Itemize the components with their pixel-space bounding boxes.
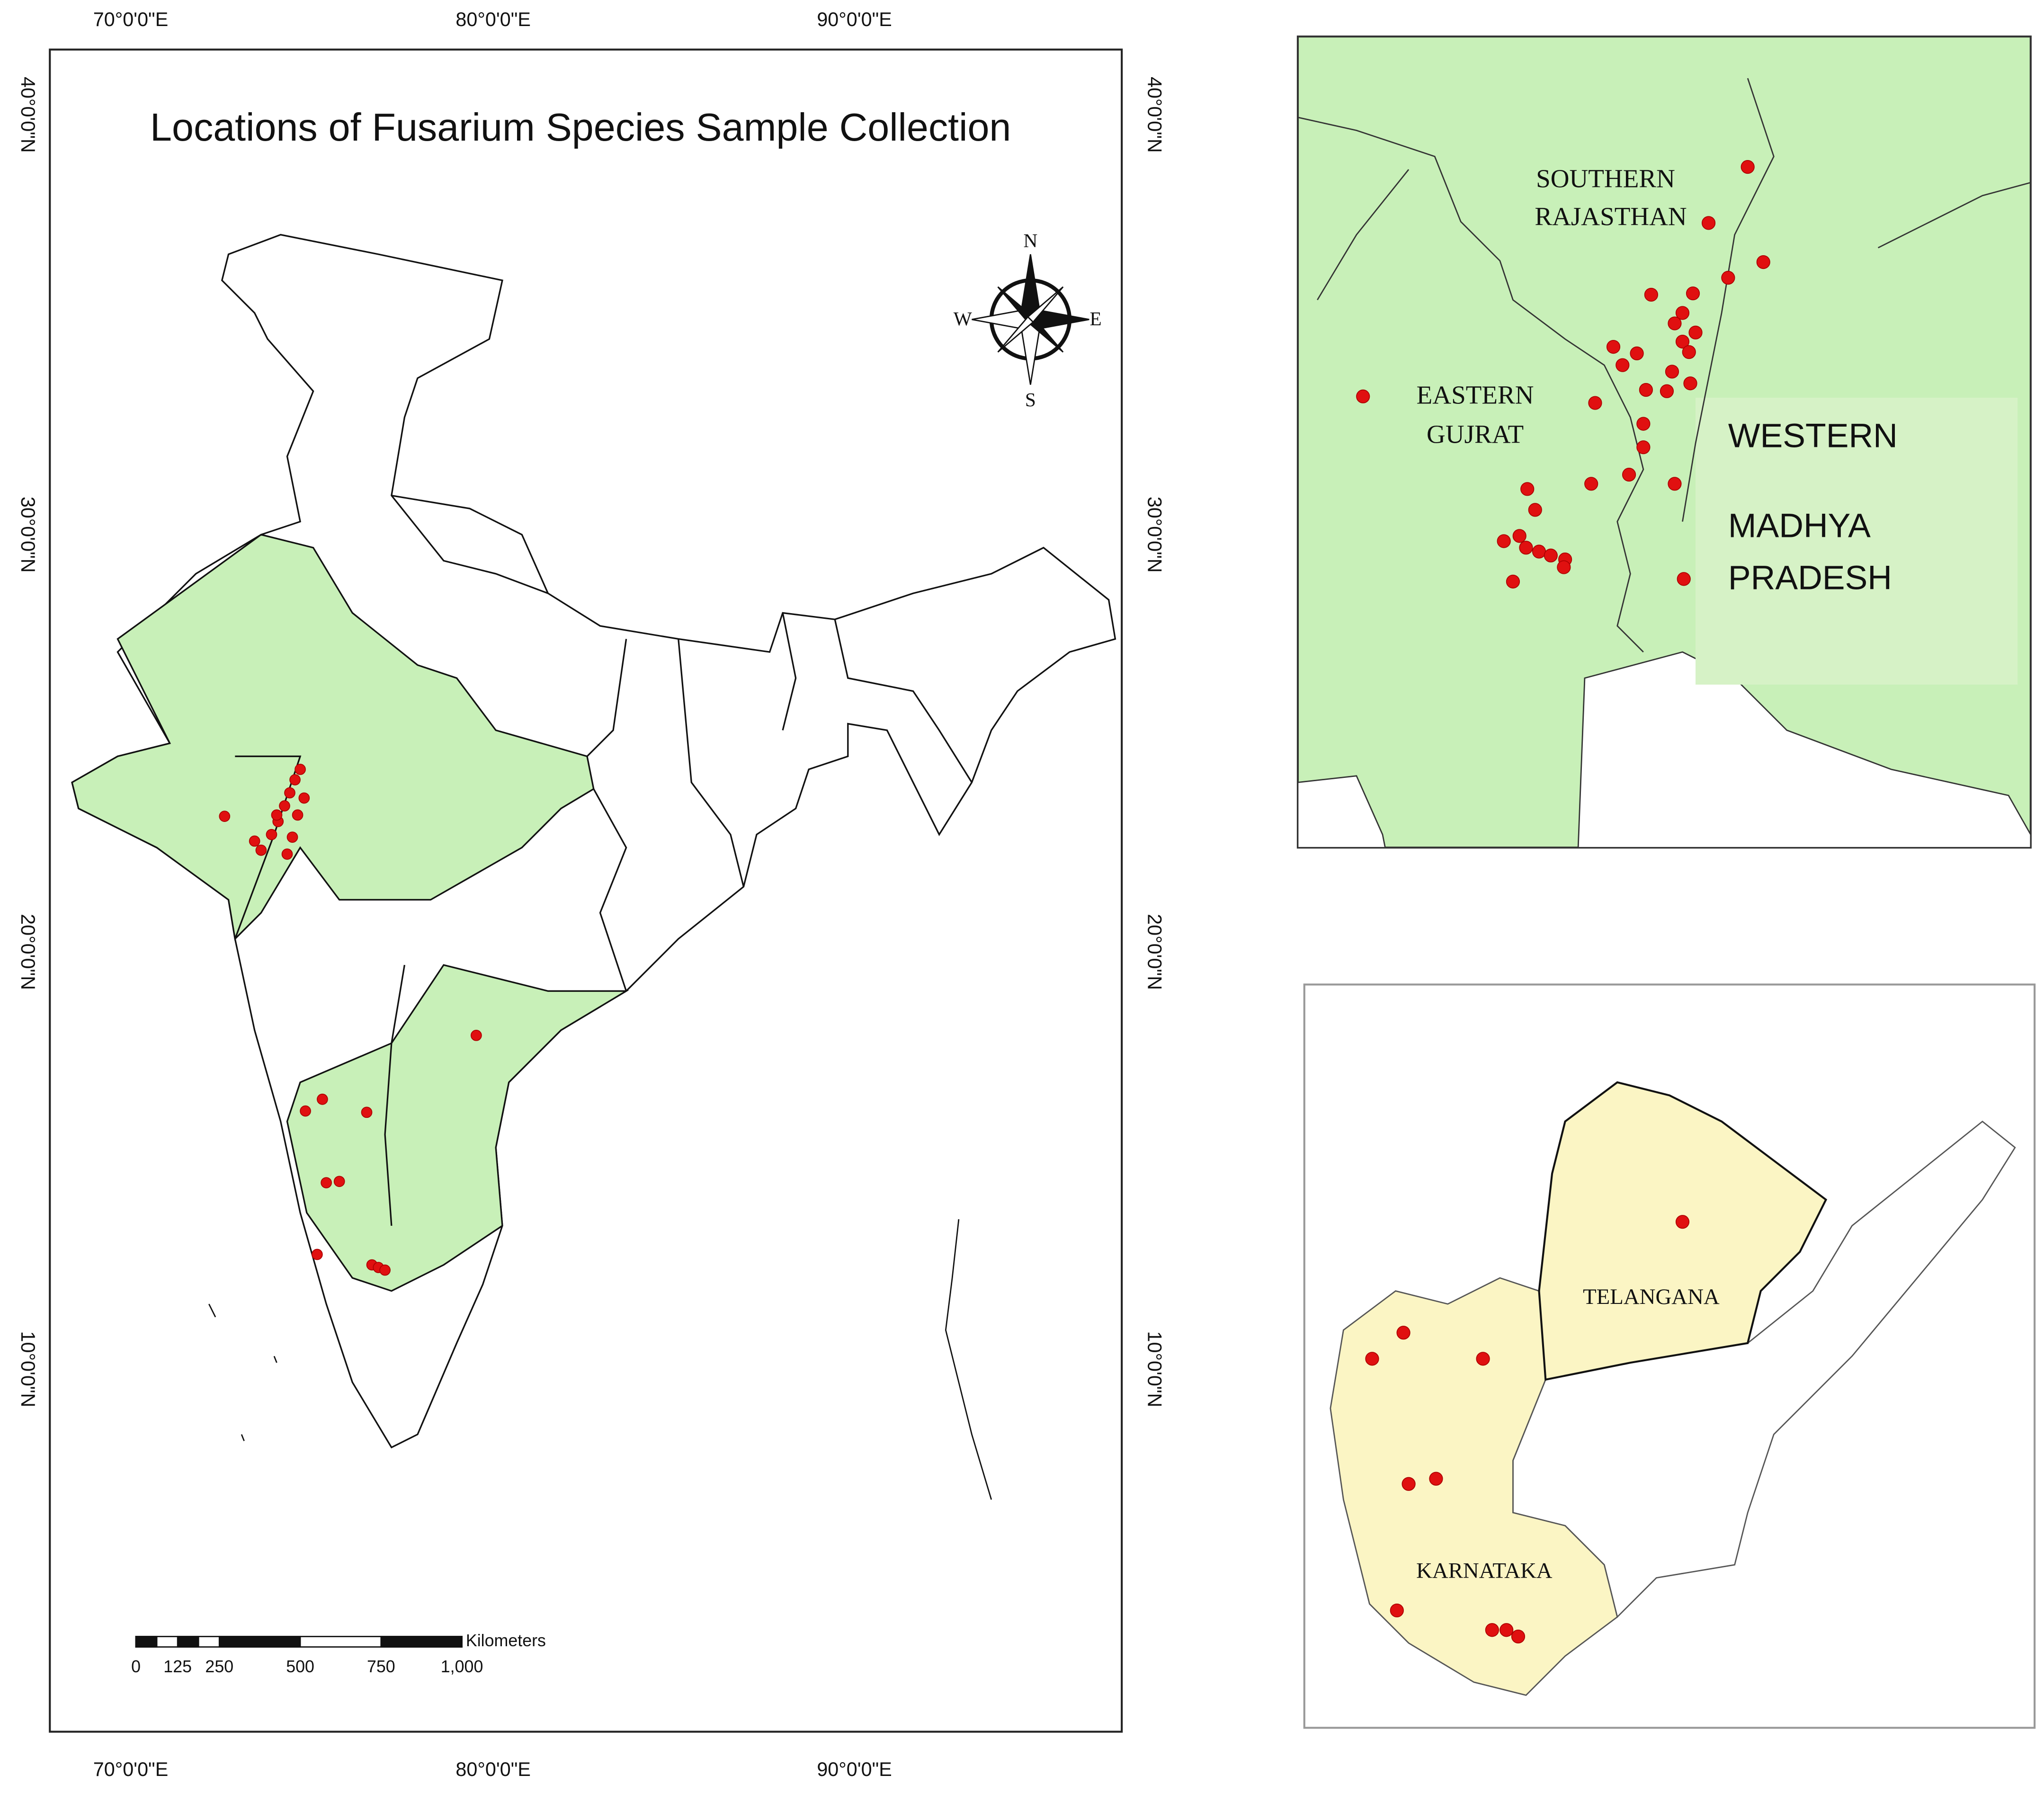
latitude-label: 20°0'0"N — [17, 914, 39, 990]
longitude-label: 90°0'0"E — [817, 9, 892, 30]
inset-north-outside — [1577, 651, 2032, 848]
scale-label: 250 — [205, 1657, 233, 1676]
karnataka-region — [1330, 1277, 1618, 1696]
scale-label: 1,000 — [441, 1657, 483, 1676]
scale-label: 0 — [131, 1657, 141, 1676]
latitude-label: 40°0'0"N — [1143, 77, 1165, 153]
compass-label: N — [1023, 230, 1037, 251]
compass-label: S — [1025, 389, 1036, 410]
west-region — [71, 534, 595, 941]
state-borders — [234, 494, 973, 1226]
latitude-label: 30°0'0"N — [1143, 497, 1165, 573]
longitude-label: 90°0'0"E — [817, 1758, 892, 1780]
compass-label: E — [1089, 308, 1101, 330]
scale-label: 500 — [286, 1657, 314, 1676]
scale-unit: Kilometers — [466, 1631, 546, 1650]
longitude-label: 70°0'0"E — [93, 9, 168, 30]
compass-rose — [972, 254, 1089, 385]
latitude-label: 30°0'0"N — [17, 497, 39, 573]
region-label: MADHYA — [1728, 507, 1871, 544]
latitude-label: 20°0'0"N — [1143, 914, 1165, 990]
region-label: WESTERN — [1728, 417, 1898, 455]
sample-points-north — [1356, 160, 1770, 589]
region-box — [1696, 398, 2018, 685]
region-label: KARNATAKA — [1416, 1558, 1553, 1583]
region-label: TELANGANA — [1583, 1285, 1720, 1309]
latitude-label: 10°0'0"N — [17, 1331, 39, 1408]
compass-label: W — [954, 308, 972, 330]
map-title: Locations of Fusarium Species Sample Col… — [150, 105, 1011, 149]
latitude-label: 10°0'0"N — [1143, 1331, 1165, 1408]
sample-points-south — [1365, 1215, 1690, 1644]
region-label: SOUTHERN — [1536, 164, 1675, 193]
scale-label: 125 — [163, 1657, 192, 1676]
region-label: GUJRAT — [1427, 419, 1524, 448]
inset-north-borders — [1297, 78, 2031, 653]
inset-north-outside — [1297, 775, 1386, 848]
longitude-label: 70°0'0"E — [93, 1758, 168, 1780]
scale-bar — [135, 1636, 463, 1648]
islands — [208, 1219, 992, 1500]
region-label: RAJASTHAN — [1535, 202, 1687, 231]
scale-label: 750 — [367, 1657, 395, 1676]
sample-points-main — [219, 764, 482, 1276]
longitude-label: 80°0'0"E — [455, 1758, 530, 1780]
south-region — [286, 964, 629, 1292]
latitude-label: 40°0'0"N — [17, 77, 39, 153]
telangana-region — [1538, 1081, 1828, 1381]
region-label: PRADESH — [1728, 559, 1892, 597]
longitude-label: 80°0'0"E — [455, 9, 530, 30]
region-label: EASTERN — [1417, 381, 1534, 410]
